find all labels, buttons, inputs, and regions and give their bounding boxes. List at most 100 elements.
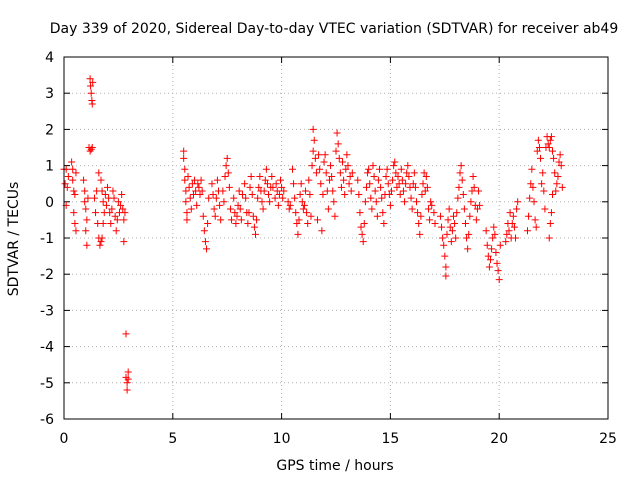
data-point bbox=[70, 187, 78, 195]
data-point bbox=[461, 220, 469, 228]
data-point bbox=[419, 180, 427, 188]
data-point bbox=[216, 201, 224, 209]
data-point bbox=[189, 191, 197, 199]
data-point bbox=[97, 238, 105, 246]
data-point bbox=[392, 169, 400, 177]
data-point bbox=[315, 151, 323, 159]
data-point bbox=[431, 220, 439, 228]
data-point bbox=[325, 176, 333, 184]
x-axis-label: GPS time / hours bbox=[276, 458, 393, 474]
plot-frame bbox=[63, 56, 609, 420]
data-point bbox=[123, 379, 131, 387]
data-point bbox=[233, 212, 241, 220]
data-point bbox=[356, 209, 364, 217]
data-point bbox=[183, 216, 191, 224]
data-point bbox=[268, 172, 276, 180]
data-point bbox=[362, 183, 370, 191]
data-point bbox=[334, 140, 342, 148]
data-point bbox=[72, 227, 80, 235]
data-point bbox=[294, 230, 302, 238]
data-point bbox=[402, 180, 410, 188]
data-point bbox=[259, 205, 267, 213]
data-point bbox=[263, 180, 271, 188]
data-point bbox=[390, 162, 398, 170]
data-point bbox=[197, 176, 205, 184]
data-point bbox=[472, 216, 480, 224]
data-point bbox=[456, 169, 464, 177]
data-point bbox=[488, 245, 496, 253]
data-point bbox=[102, 201, 110, 209]
data-point bbox=[194, 180, 202, 188]
data-point bbox=[463, 234, 471, 242]
data-point bbox=[398, 176, 406, 184]
data-point bbox=[491, 230, 499, 238]
y-tick-label: -4 bbox=[40, 340, 54, 356]
data-point bbox=[238, 191, 246, 199]
data-point bbox=[69, 165, 77, 173]
data-point bbox=[222, 162, 230, 170]
data-point bbox=[447, 238, 455, 246]
y-tick-label: -1 bbox=[40, 231, 54, 247]
data-point bbox=[553, 180, 561, 188]
data-point bbox=[525, 212, 533, 220]
data-point bbox=[465, 230, 473, 238]
data-point bbox=[493, 259, 501, 267]
data-point bbox=[508, 220, 516, 228]
data-point bbox=[403, 169, 411, 177]
data-point bbox=[441, 252, 449, 260]
data-point bbox=[503, 230, 511, 238]
data-point bbox=[320, 158, 328, 166]
data-point bbox=[87, 89, 95, 97]
data-point bbox=[348, 169, 356, 177]
data-point bbox=[332, 147, 340, 155]
data-point bbox=[247, 172, 255, 180]
data-point bbox=[444, 216, 452, 224]
data-point bbox=[410, 169, 418, 177]
data-point bbox=[387, 187, 395, 195]
data-point bbox=[300, 201, 308, 209]
data-point bbox=[124, 375, 132, 383]
data-point bbox=[286, 201, 294, 209]
data-point bbox=[278, 183, 286, 191]
data-point bbox=[442, 263, 450, 271]
y-tick-label: -5 bbox=[40, 376, 54, 392]
data-point bbox=[407, 194, 415, 202]
data-point bbox=[80, 176, 88, 184]
data-point bbox=[275, 191, 283, 199]
x-tick-label: 0 bbox=[60, 431, 69, 447]
data-point bbox=[492, 248, 500, 256]
data-point bbox=[395, 180, 403, 188]
data-point bbox=[401, 198, 409, 206]
data-point bbox=[195, 183, 203, 191]
data-point bbox=[255, 183, 263, 191]
data-point bbox=[539, 169, 547, 177]
data-point bbox=[537, 154, 545, 162]
y-tick-label: -2 bbox=[40, 267, 54, 283]
data-point bbox=[184, 172, 192, 180]
y-tick-label: 2 bbox=[45, 122, 54, 138]
data-point bbox=[228, 216, 236, 224]
data-point bbox=[396, 191, 404, 199]
data-point bbox=[312, 169, 320, 177]
data-point bbox=[99, 198, 107, 206]
data-point bbox=[355, 191, 363, 199]
data-point bbox=[367, 194, 375, 202]
data-point bbox=[200, 227, 208, 235]
data-point bbox=[538, 180, 546, 188]
data-point bbox=[98, 187, 106, 195]
data-point bbox=[453, 209, 461, 217]
data-point bbox=[321, 151, 329, 159]
data-point bbox=[557, 162, 565, 170]
data-point bbox=[112, 227, 120, 235]
data-point bbox=[459, 191, 467, 199]
data-point bbox=[120, 238, 128, 246]
data-point bbox=[373, 212, 381, 220]
data-point bbox=[117, 201, 125, 209]
data-point bbox=[422, 172, 430, 180]
data-point bbox=[297, 180, 305, 188]
data-point bbox=[366, 180, 374, 188]
data-point bbox=[450, 212, 458, 220]
data-point bbox=[309, 147, 317, 155]
data-point bbox=[291, 194, 299, 202]
